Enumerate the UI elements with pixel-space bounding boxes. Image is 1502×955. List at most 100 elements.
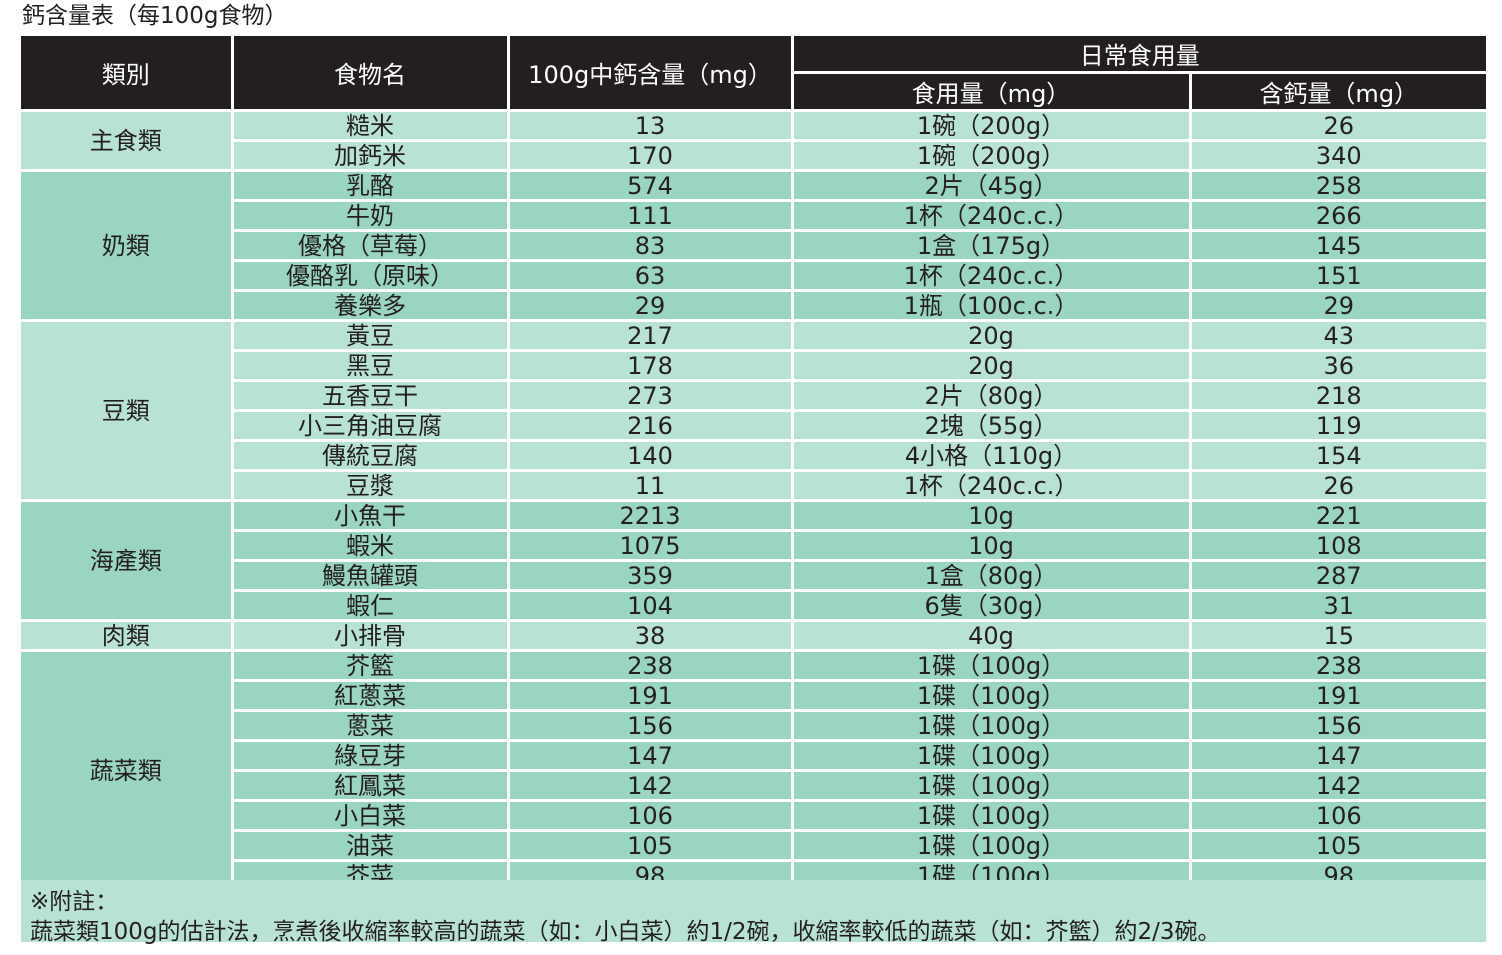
serving-amount-cell: 2片（80g）	[790, 379, 1192, 412]
food-name-cell: 養樂多	[232, 289, 510, 322]
calcium-per-100g-cell: 106	[506, 799, 794, 832]
serving-calcium-cell: 43	[1188, 319, 1486, 352]
table-row: 優格（草莓） 83 1盒（175g） 145	[21, 229, 1486, 262]
food-name-cell: 鰻魚罐頭	[232, 559, 510, 592]
serving-calcium-cell: 191	[1188, 679, 1486, 712]
serving-amount-cell: 1瓶（100c.c.）	[790, 289, 1192, 322]
serving-calcium-cell: 142	[1188, 769, 1486, 802]
food-name-cell: 五香豆干	[232, 379, 510, 412]
serving-calcium-cell: 258	[1188, 169, 1486, 202]
serving-amount-cell: 20g	[790, 349, 1192, 382]
food-name-cell: 豆漿	[232, 469, 510, 502]
page-title: 鈣含量表（每100g食物）	[22, 3, 288, 29]
header-daily: 日常食用量	[790, 36, 1486, 74]
food-name-cell: 蝦米	[232, 529, 510, 562]
food-name-cell: 小三角油豆腐	[232, 409, 510, 442]
table-row: 豆類 黃豆 217 20g 43	[21, 319, 1486, 502]
serving-amount-cell: 1杯（240c.c.）	[790, 469, 1192, 502]
category-cell: 奶類	[21, 169, 234, 322]
serving-calcium-cell: 119	[1188, 409, 1486, 442]
serving-calcium-cell: 340	[1188, 139, 1486, 172]
food-name-cell: 芥菜	[232, 859, 510, 892]
serving-amount-cell: 6隻（30g）	[790, 589, 1192, 622]
calcium-per-100g-cell: 170	[506, 139, 794, 172]
serving-amount-cell: 1杯（240c.c.）	[790, 259, 1192, 292]
serving-calcium-cell: 151	[1188, 259, 1486, 292]
calcium-per-100g-cell: 273	[506, 379, 794, 412]
calcium-per-100g-cell: 156	[506, 709, 794, 742]
table-row: 小三角油豆腐 216 2塊（55g） 119	[21, 409, 1486, 442]
calcium-per-100g-cell: 191	[506, 679, 794, 712]
calcium-per-100g-cell: 63	[506, 259, 794, 292]
calcium-table: 類別 食物名 100g中鈣含量（mg） 日常食用量 食用量（mg） 含鈣量（mg…	[21, 36, 1486, 892]
category-cell: 肉類	[21, 619, 234, 652]
calcium-per-100g-cell: 574	[506, 169, 794, 202]
food-name-cell: 油菜	[232, 829, 510, 862]
calcium-per-100g-cell: 111	[506, 199, 794, 232]
serving-calcium-cell: 26	[1188, 469, 1486, 502]
serving-amount-cell: 2塊（55g）	[790, 409, 1192, 442]
calcium-per-100g-cell: 238	[506, 649, 794, 682]
food-name-cell: 小排骨	[230, 619, 510, 652]
serving-calcium-cell: 154	[1188, 439, 1486, 472]
calcium-per-100g-cell: 142	[506, 769, 794, 802]
food-name-cell: 小魚干	[230, 499, 510, 532]
table-row: 肉類 小排骨 38 40g 15	[21, 619, 1486, 652]
serving-calcium-cell: 36	[1188, 349, 1486, 382]
table-row: 奶類 乳酪 574 2片（45g） 258	[21, 169, 1486, 322]
category-cell: 蔬菜類	[21, 649, 234, 892]
table-row: 綠豆芽 147 1碟（100g） 147	[21, 739, 1486, 772]
food-name-cell: 牛奶	[232, 199, 510, 232]
serving-amount-cell: 1碟（100g）	[790, 799, 1192, 832]
serving-amount-cell: 20g	[790, 319, 1192, 352]
food-name-cell: 黑豆	[232, 349, 510, 382]
table-row: 蔬菜類 芥籃 238 1碟（100g） 238	[21, 649, 1486, 892]
table-row: 小白菜 106 1碟（100g） 106	[21, 799, 1486, 832]
table-row: 黑豆 178 20g 36	[21, 349, 1486, 382]
serving-amount-cell: 1碗（200g）	[790, 139, 1192, 172]
serving-amount-cell: 10g	[790, 529, 1192, 562]
table-row: 鰻魚罐頭 359 1盒（80g） 287	[21, 559, 1486, 592]
calcium-per-100g-cell: 11	[506, 469, 794, 502]
calcium-per-100g-cell: 105	[506, 829, 794, 862]
food-name-cell: 紅鳳菜	[232, 769, 510, 802]
serving-amount-cell: 4小格（110g）	[790, 439, 1192, 472]
food-name-cell: 傳統豆腐	[232, 439, 510, 472]
table-row: 海產類 小魚干 2213 10g 221	[21, 499, 1486, 622]
serving-calcium-cell: 105	[1188, 829, 1486, 862]
header-food: 食物名	[230, 36, 510, 112]
serving-calcium-cell: 106	[1188, 799, 1486, 832]
serving-amount-cell: 1碟（100g）	[790, 709, 1192, 742]
category-cell: 主食類	[21, 109, 234, 172]
serving-amount-cell: 1碟（100g）	[790, 739, 1192, 772]
table-row: 主食類 糙米 13 1碗（200g） 26	[21, 109, 1486, 172]
footnote: ※附註： 蔬菜類100g的估計法，烹煮後收縮率較高的蔬菜（如：小白菜）約1/2碗…	[21, 880, 1486, 945]
table-row: 蔥菜 156 1碟（100g） 156	[21, 709, 1486, 742]
serving-amount-cell: 1碟（100g）	[790, 829, 1192, 862]
serving-calcium-cell: 15	[1188, 619, 1486, 652]
calcium-per-100g-cell: 147	[506, 739, 794, 772]
calcium-per-100g-cell: 359	[506, 559, 794, 592]
calcium-per-100g-cell: 2213	[506, 499, 794, 532]
food-name-cell: 綠豆芽	[232, 739, 510, 772]
table-header: 類別 食物名 100g中鈣含量（mg） 日常食用量 食用量（mg） 含鈣量（mg…	[21, 36, 1486, 112]
serving-amount-cell: 1盒（175g）	[790, 229, 1192, 262]
calcium-per-100g-cell: 1075	[506, 529, 794, 562]
serving-calcium-cell: 29	[1188, 289, 1486, 322]
serving-calcium-cell: 145	[1188, 229, 1486, 262]
calcium-per-100g-cell: 38	[506, 619, 794, 652]
table-body: 主食類 糙米 13 1碗（200g） 26 加鈣米 170 1碗（200g） 340 奶類 乳酪 57…	[21, 109, 1486, 892]
table-row: 紅蔥菜 191 1碟（100g） 191	[21, 679, 1486, 712]
serving-calcium-cell: 218	[1188, 379, 1486, 412]
calcium-per-100g-cell: 216	[506, 409, 794, 442]
food-name-cell: 小白菜	[232, 799, 510, 832]
header-per100g: 100g中鈣含量（mg）	[506, 36, 794, 112]
table-row: 養樂多 29 1瓶（100c.c.） 29	[21, 289, 1486, 322]
food-name-cell: 芥籃	[230, 649, 510, 682]
serving-calcium-cell: 221	[1188, 499, 1486, 532]
table-row: 蝦仁 104 6隻（30g） 31	[21, 589, 1486, 622]
serving-calcium-cell: 31	[1188, 589, 1486, 622]
food-name-cell: 紅蔥菜	[232, 679, 510, 712]
serving-amount-cell: 1碟（100g）	[790, 769, 1192, 802]
food-name-cell: 黃豆	[230, 319, 510, 352]
